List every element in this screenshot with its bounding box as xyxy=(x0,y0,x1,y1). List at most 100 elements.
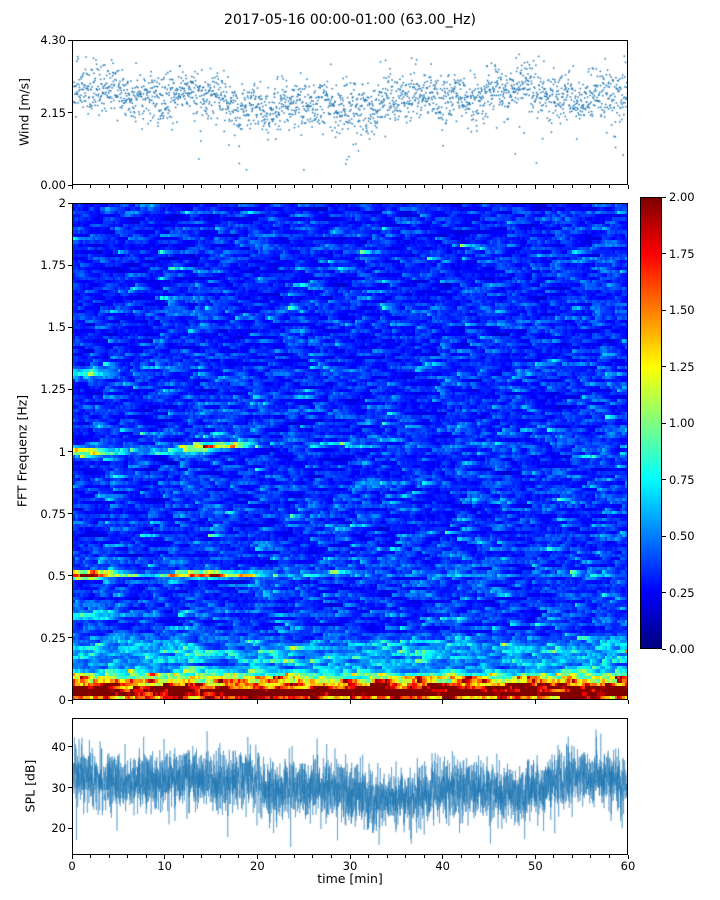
wind-xtick-minor-mark xyxy=(608,185,610,188)
colorbar-tick-mark xyxy=(662,535,666,537)
spl-xtick-minor-mark xyxy=(312,855,314,858)
wind-xtick-minor-mark xyxy=(423,185,425,188)
spl-xtick-label: 50 xyxy=(528,859,543,873)
spl-line-plot xyxy=(73,719,627,854)
spec-ytick-mark xyxy=(68,202,72,204)
spl-xtick-minor-mark xyxy=(460,855,462,858)
wind-xtick-mark xyxy=(71,185,73,189)
wind-xtick-minor-mark xyxy=(219,185,221,188)
wind-xtick-minor-mark xyxy=(497,185,499,188)
colorbar xyxy=(640,197,662,649)
spl-xtick-label: 30 xyxy=(342,859,358,873)
colorbar-tick-label: 1.25 xyxy=(669,359,695,374)
wind-xtick-mark xyxy=(256,185,258,189)
x-axis-label: time [min] xyxy=(317,871,383,886)
spl-xtick-label: 40 xyxy=(435,859,450,873)
spec-ytick-mark xyxy=(68,575,72,577)
spec-ytick-mark xyxy=(68,699,72,701)
wind-xtick-minor-mark xyxy=(571,185,573,188)
spec-xtick-mark xyxy=(349,700,351,704)
colorbar-tick-mark xyxy=(662,422,666,424)
spec-ytick-label: 0.25 xyxy=(40,630,66,645)
wind-xtick-minor-mark xyxy=(238,185,240,188)
spl-xtick-mark xyxy=(256,855,258,859)
wind-xtick-minor-mark xyxy=(293,185,295,188)
wind-xtick-minor-mark xyxy=(368,185,370,188)
colorbar-tick-label: 0.75 xyxy=(669,472,695,487)
spl-ytick-mark xyxy=(68,746,72,748)
wind-ytick-label: 4.30 xyxy=(40,33,66,47)
spl-xtick-minor-mark xyxy=(238,855,240,858)
wind-scatter-plot xyxy=(73,41,627,184)
spl-xtick-minor-mark xyxy=(145,855,147,858)
colorbar-tick-label: 1.50 xyxy=(669,303,695,317)
spl-xtick-minor-mark xyxy=(219,855,221,858)
spec-xtick-mark xyxy=(442,700,444,704)
spl-xtick-minor-mark xyxy=(182,855,184,858)
colorbar-tick-mark xyxy=(662,648,666,650)
wind-xtick-minor-mark xyxy=(460,185,462,188)
spec-ytick-mark xyxy=(68,513,72,515)
spec-ytick-label: 1.25 xyxy=(40,382,66,397)
spl-ytick-mark xyxy=(68,787,72,789)
spec-ytick-label: 1.5 xyxy=(47,320,66,335)
wind-xtick-mark xyxy=(164,185,166,189)
wind-xtick-minor-mark xyxy=(479,185,481,188)
wind-xtick-minor-mark xyxy=(590,185,592,188)
spec-ytick-mark xyxy=(68,388,72,390)
wind-xtick-minor-mark xyxy=(330,185,332,188)
spec-ytick-mark xyxy=(68,451,72,452)
spec-ytick-label: 1.75 xyxy=(40,258,66,273)
spl-xtick-minor-mark xyxy=(108,855,110,858)
spl-ytick-label: 20 xyxy=(51,821,66,836)
spec-xtick-mark xyxy=(164,700,166,704)
spec-xtick-mark xyxy=(256,700,258,704)
spl-xtick-minor-mark xyxy=(201,855,203,858)
wind-xtick-minor-mark xyxy=(275,185,277,188)
spl-xtick-minor-mark xyxy=(275,855,277,858)
spl-xtick-minor-mark xyxy=(127,855,129,858)
spec-ytick-label: 0.75 xyxy=(40,506,66,521)
wind-ytick-mark xyxy=(68,112,72,113)
spl-xtick-mark xyxy=(627,855,629,859)
wind-xtick-mark xyxy=(534,185,536,189)
spl-xtick-minor-mark xyxy=(497,855,499,858)
spl-xtick-label: 20 xyxy=(250,859,265,873)
spl-xtick-minor-mark xyxy=(293,855,295,858)
wind-xtick-minor-mark xyxy=(516,185,518,188)
wind-xtick-minor-mark xyxy=(553,185,555,188)
colorbar-tick-label: 0.50 xyxy=(669,529,695,543)
wind-ytick-mark xyxy=(68,39,72,41)
spl-ytick-label: 40 xyxy=(51,739,66,754)
wind-xtick-minor-mark xyxy=(312,185,314,188)
colorbar-tick-mark xyxy=(662,309,666,311)
spec-ytick-mark xyxy=(68,326,72,328)
colorbar-tick-label: 1.00 xyxy=(669,416,695,430)
spec-xtick-mark xyxy=(71,700,73,704)
wind-xtick-minor-mark xyxy=(127,185,129,188)
colorbar-gradient xyxy=(641,198,661,648)
wind-ytick-label: 2.15 xyxy=(40,105,66,120)
spl-xtick-minor-mark xyxy=(608,855,610,858)
wind-xtick-minor-mark xyxy=(182,185,184,188)
wind-xtick-mark xyxy=(442,185,444,189)
wind-xtick-minor-mark xyxy=(108,185,110,188)
spl-xtick-minor-mark xyxy=(571,855,573,858)
spl-xtick-label: 10 xyxy=(157,859,172,873)
colorbar-tick-mark xyxy=(662,592,666,593)
spec-xtick-mark xyxy=(534,700,536,704)
colorbar-tick-mark xyxy=(662,253,666,254)
spl-xtick-label: 60 xyxy=(620,859,636,873)
colorbar-tick-mark xyxy=(662,366,666,367)
wind-xtick-mark xyxy=(627,185,629,189)
wind-xtick-minor-mark xyxy=(386,185,388,188)
colorbar-tick-label: 0.25 xyxy=(669,585,695,600)
spec-ytick-label: 0 xyxy=(58,693,66,707)
colorbar-tick-mark xyxy=(662,479,666,480)
spec-ytick-label: 0.5 xyxy=(47,568,66,583)
spl-xtick-minor-mark xyxy=(516,855,518,858)
wind-xtick-minor-mark xyxy=(405,185,407,188)
spec-xtick-mark xyxy=(627,700,629,704)
colorbar-tick-label: 2.00 xyxy=(669,190,695,204)
colorbar-tick-label: 1.75 xyxy=(669,246,695,261)
